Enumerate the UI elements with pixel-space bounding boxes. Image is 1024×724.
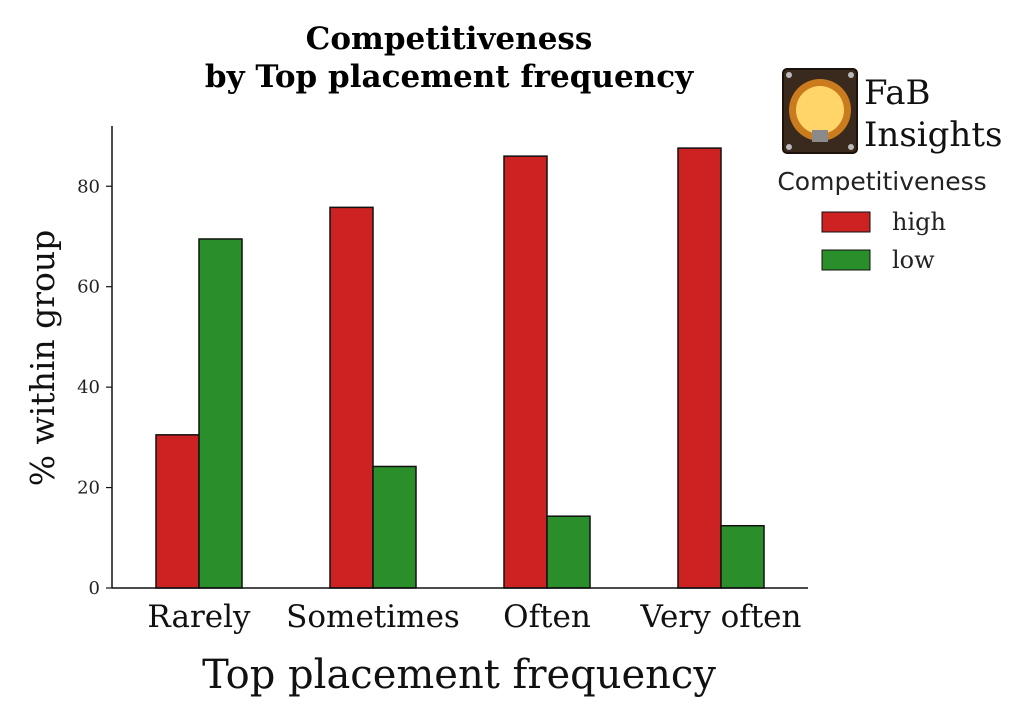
x-tick-label: Often [503, 599, 591, 635]
logo-rivet [848, 144, 854, 150]
bar-low-sometimes [372, 465, 417, 589]
bar-high-rarely [155, 434, 200, 589]
legend-swatch-low [821, 249, 871, 271]
logo-text-line1: FaB [864, 73, 931, 113]
x-axis-title: Top placement frequency [202, 652, 716, 698]
legend-title: Competitiveness [777, 167, 986, 196]
x-tick-label: Very often [640, 599, 802, 635]
bar-high-often [503, 155, 548, 589]
logo-rivet [848, 72, 854, 78]
x-tick-label: Sometimes [286, 599, 460, 635]
y-axis-title: % within group [23, 230, 62, 487]
lightbulb-base-icon [812, 130, 828, 142]
y-tick-label: 80 [77, 176, 100, 197]
lightbulb-icon [796, 86, 844, 134]
bar-high-very-often [677, 147, 722, 589]
bar-low-often [546, 515, 591, 589]
chart-title-line2: by Top placement frequency [205, 59, 694, 95]
legend-swatch-high [821, 211, 871, 233]
legend-label-low: low [892, 246, 935, 274]
logo-rivet [786, 72, 792, 78]
chart-title-line1: Competitiveness [306, 21, 593, 57]
axes-layer: Rarely Sometimes Often Very often 0 20 40 60 80 [77, 126, 808, 635]
bar-low-very-often [720, 524, 765, 589]
logo-text-line2: Insights [864, 115, 1002, 155]
fab-insights-logo: FaB Insights [782, 68, 1002, 155]
x-tick-label: Rarely [147, 599, 251, 635]
bars-layer [155, 147, 765, 589]
y-tick-label: 0 [89, 578, 100, 599]
legend-label-high: high [892, 208, 946, 236]
y-tick-label: 20 [77, 478, 100, 499]
bar-high-sometimes [329, 206, 374, 589]
bar-low-rarely [198, 238, 243, 589]
y-tick-label: 40 [77, 377, 100, 398]
y-tick-label: 60 [77, 277, 100, 298]
legend: Competitiveness high low [777, 167, 986, 274]
logo-rivet [786, 144, 792, 150]
